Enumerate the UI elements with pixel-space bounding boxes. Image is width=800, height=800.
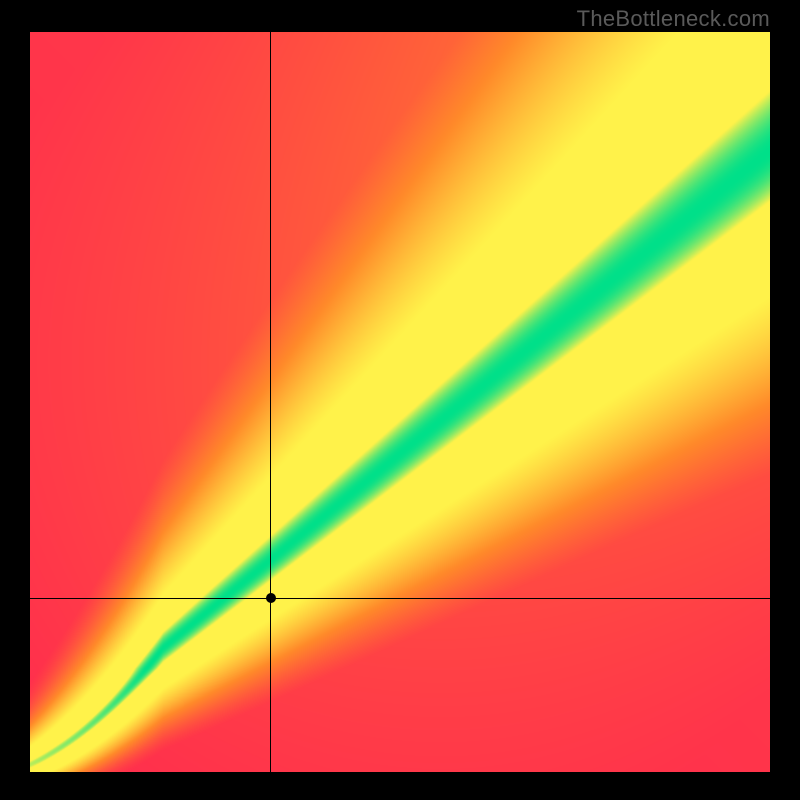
crosshair-vertical [270,32,271,772]
heatmap-plot [30,32,770,772]
watermark-text: TheBottleneck.com [577,6,770,32]
heatmap-canvas [30,32,770,772]
crosshair-horizontal [30,598,770,599]
benchmark-marker [266,593,276,603]
